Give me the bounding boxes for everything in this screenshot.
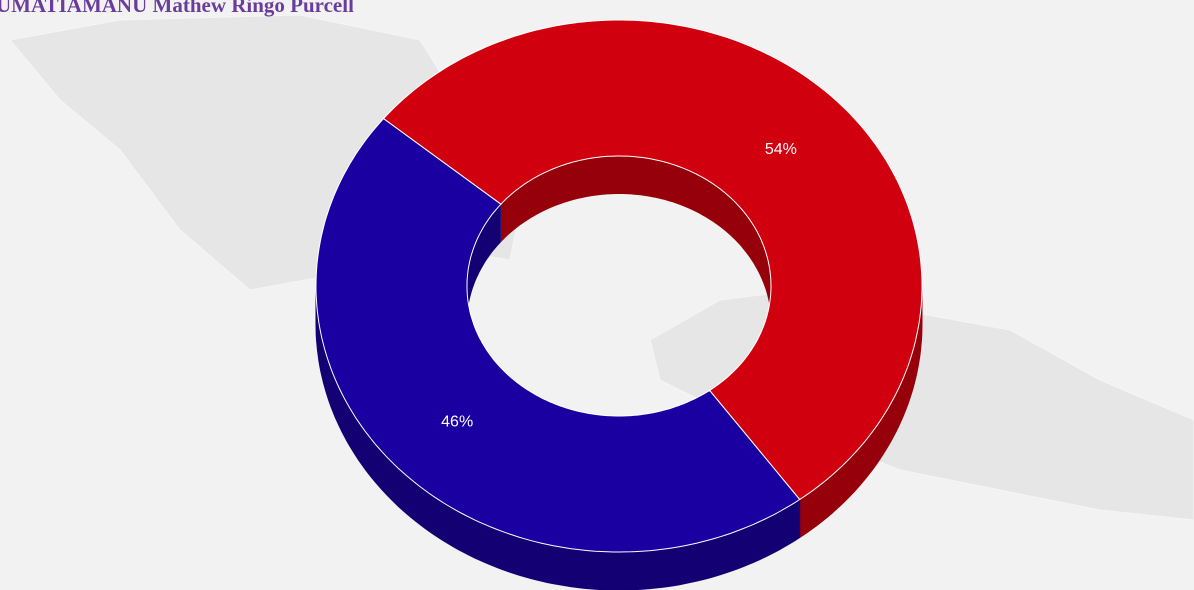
inner-wall xyxy=(467,204,501,324)
inner-wall xyxy=(500,156,771,324)
chart-title: UMATIAMANU Mathew Ringo Purcell xyxy=(0,0,354,17)
donut: 54% 46% xyxy=(315,19,923,590)
inner-walls xyxy=(467,156,771,324)
data-label: 46% xyxy=(441,413,473,430)
slice xyxy=(315,117,801,553)
data-label: 54% xyxy=(765,141,797,158)
